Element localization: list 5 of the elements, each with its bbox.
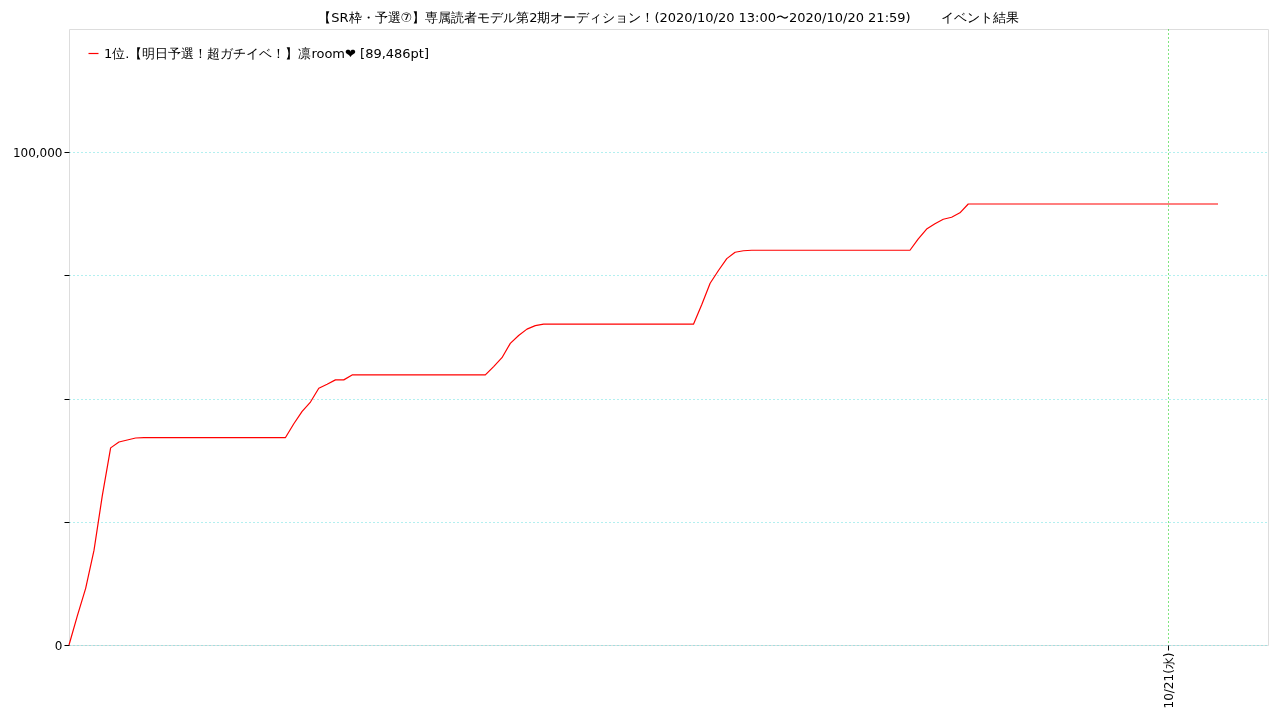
- chart-title: 【SR枠・予選⑦】専属読者モデル第2期オーディション！(2020/10/20 13:00〜2020/10/20 21:59) イベント結果: [318, 10, 1019, 25]
- y-tick-label: 0: [54, 638, 63, 653]
- legend-label: 1位.【明日予選！超ガチイベ！】凛room❤ [89,486pt]: [104, 45, 430, 61]
- x-tick-label: 10/21(水): [1161, 652, 1176, 709]
- y-tick-label: 100,000: [12, 145, 63, 160]
